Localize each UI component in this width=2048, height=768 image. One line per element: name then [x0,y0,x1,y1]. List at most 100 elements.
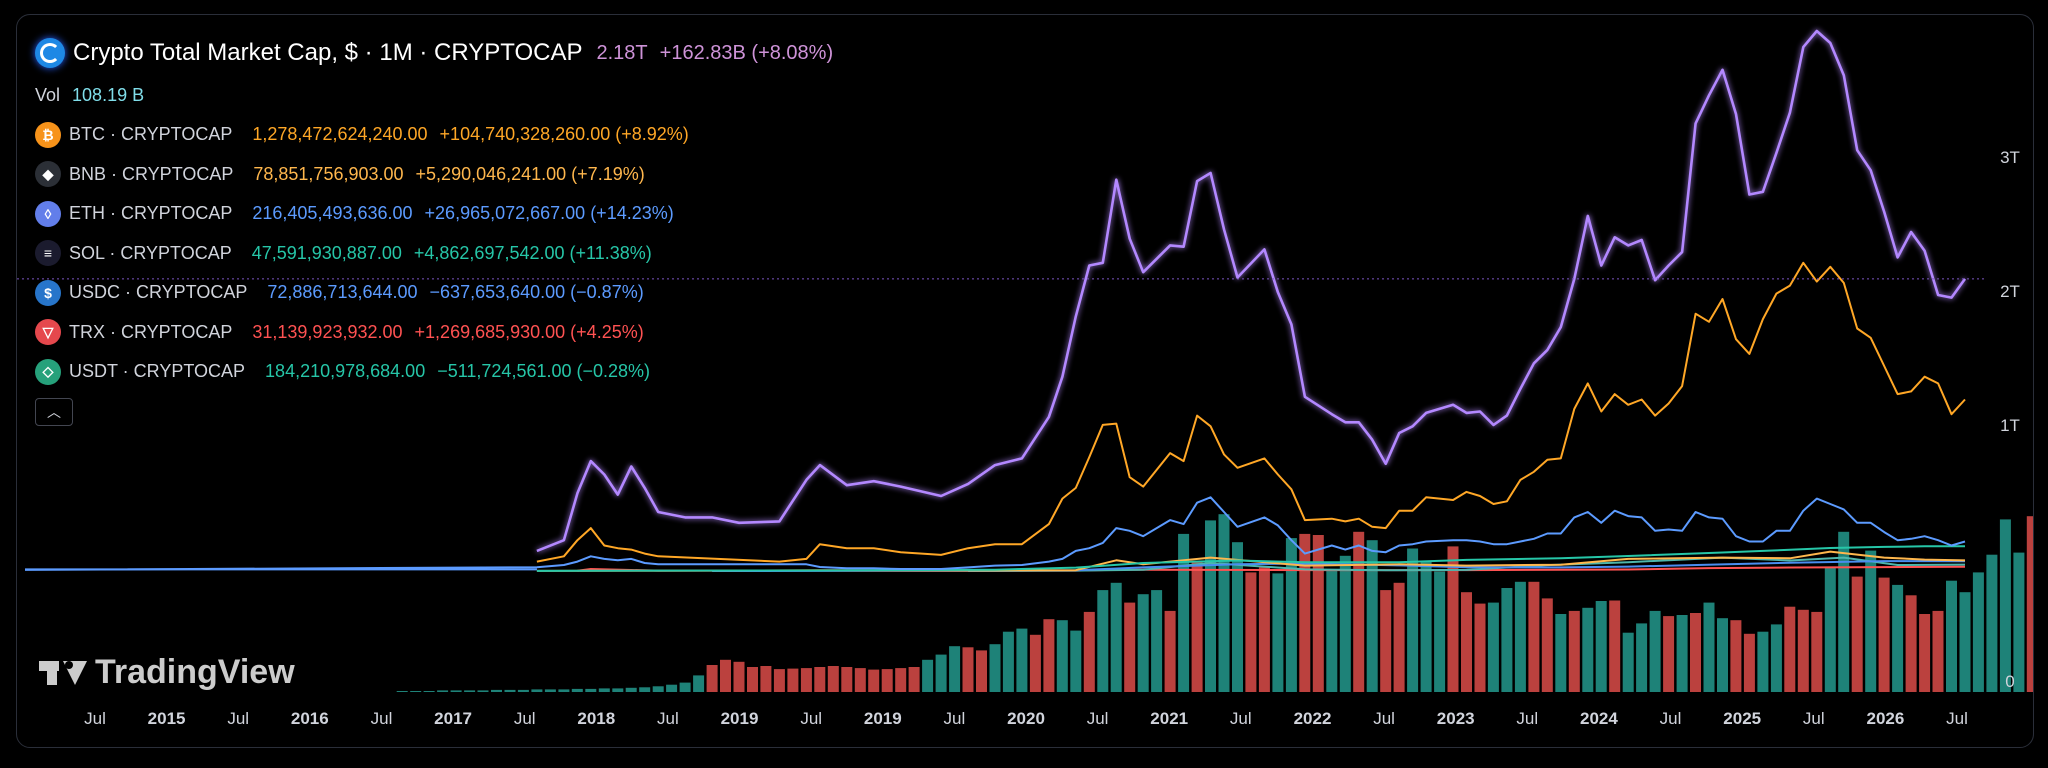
x-tick-label: Jul [371,709,393,728]
volume-bar [1326,569,1338,692]
volume-bar [989,644,1001,692]
series-line-usdt [536,545,1965,572]
volume-bar [1083,611,1095,692]
x-tick-label: 2024 [1580,709,1618,728]
x-tick-label: Jul [657,709,679,728]
volume-bar [1999,519,2011,692]
legend-row-eth[interactable]: ◊ ETH · CRYPTOCAP 216,405,493,636.00 +26,96… [35,194,833,234]
x-tick-label: 2019 [721,709,759,728]
volume-bar [1636,623,1648,692]
symbol-name: BTC · CRYPTOCAP [69,124,233,145]
volume-bar [827,666,839,692]
price-axis[interactable]: 0 1T 2T 3T [2000,148,2020,691]
x-tick-label: Jul [1373,709,1395,728]
volume-bar [962,647,974,692]
volume-bar [1663,616,1675,692]
last-value: 2.18T [596,41,648,64]
volume-bar [1137,594,1149,692]
symbol-name: SOL · CRYPTOCAP [69,242,232,263]
legend-row-usdc[interactable]: $ USDC · CRYPTOCAP 72,886,713,644.00 −637,6… [35,273,833,313]
series-line-total [536,29,1967,553]
x-tick-label: 2018 [577,709,615,728]
legend-header[interactable]: Crypto Total Market Cap, $ · 1M · CRYPTO… [35,33,833,73]
volume-bar [1285,538,1297,692]
x-tick-label: Jul [800,709,822,728]
volume-bar [1865,550,1877,692]
volume-bar [1892,584,1904,692]
crypto-cap-logo-icon [35,38,65,68]
symbol-change: −511,724,561.00 (−0.28%) [437,361,651,382]
volume-bar [841,667,853,692]
volume-bar [1905,595,1917,692]
legend: Crypto Total Market Cap, $ · 1M · CRYPTO… [35,33,833,426]
volume-bar [1717,618,1728,692]
symbol-name: USDT · CRYPTOCAP [69,361,246,382]
symbol-name: ETH · CRYPTOCAP [69,203,233,224]
volume-bar [1002,631,1014,692]
volume-bar [423,691,435,692]
tradingview-wordmark: TradingView [95,653,295,691]
volume-bar [1218,514,1230,692]
volume-bar [1703,602,1715,692]
volume-bar [1056,620,1068,692]
volume-bar [1690,613,1701,692]
usdc-icon: $ [35,279,61,306]
volume-bar [1312,535,1324,692]
volume-bar [1258,567,1270,692]
volume-bar [935,654,947,692]
legend-row-sol[interactable]: ≡ SOL · CRYPTOCAP 47,591,930,887.00 +4,862,… [35,234,833,274]
volume-bar [1420,562,1432,692]
volume-bar [464,690,476,692]
volume-bar [1029,634,1041,692]
volume-bar [773,669,785,692]
time-axis[interactable]: Jul 2015 Jul 2016 Jul 2017 Jul 2018 Jul 2019 Jul 20… [84,709,1968,728]
volume-bar [1178,533,1190,692]
y-tick-label: 3T [2000,148,2020,167]
volume-bar [531,689,543,692]
legend-row-trx[interactable]: ▽ TRX · CRYPTOCAP 31,139,923,932.00 +1,269,… [35,313,833,353]
price-chart[interactable]: 0 1T 2T 3T Jul 2015 Jul 2016 Jul 2017 Jul 2018 Jul 2… [17,15,2033,747]
legend-row-bnb[interactable]: ◆ BNB · CRYPTOCAP 78,851,756,903.00 +5,290,… [35,155,833,195]
collapse-legend-button[interactable]: ︿ [35,397,73,426]
x-tick-label: 2017 [434,709,472,728]
x-tick-label: 2021 [1150,709,1188,728]
volume-bar [1838,531,1850,692]
tradingview-mark-icon [39,659,87,687]
volume-bar [1407,548,1419,692]
x-tick-label: Jul [1946,709,1968,728]
volume-bar [585,688,597,692]
series-line-usdc [712,560,1966,572]
volume-bar [491,689,502,692]
volume-bar [477,690,489,692]
chart-panel[interactable]: 0 1T 2T 3T Jul 2015 Jul 2016 Jul 2017 Jul 2018 Jul 2… [16,14,2034,748]
volume-bar [1380,590,1392,692]
y-tick-label: 2T [2000,282,2020,301]
volume-bar [1501,588,1513,692]
volume-bar [800,668,812,692]
symbol-value: 1,278,472,624,240.00 [252,124,428,145]
x-tick-label: Jul [1087,709,1109,728]
volume-bar [1919,614,1931,692]
volume-bar [1272,573,1284,692]
tether-icon: ◇ [35,358,61,385]
x-tick-label: Jul [1516,709,1538,728]
legend-row-usdt[interactable]: ◇ USDT · CRYPTOCAP 184,210,978,684.00 −511,… [35,352,833,392]
volume-bar [598,688,610,692]
volume-bar [396,691,408,692]
symbol-value: 184,210,978,684.00 [265,361,426,382]
symbol-name: TRX · CRYPTOCAP [69,321,233,342]
tradingview-logo[interactable]: TradingView [39,653,295,692]
volume-bar [1245,572,1257,692]
volume-bar [760,666,772,692]
x-tick-label: 2016 [291,709,329,728]
volume-bar [1770,624,1782,692]
volume-legend[interactable]: Vol 108.19 B [35,75,833,115]
volume-bar [1528,581,1540,692]
legend-row-btc[interactable]: ₿ BTC · CRYPTOCAP 1,278,472,624,240.00 +104… [35,115,833,155]
volume-bar [1124,602,1136,692]
volume-bar [1784,606,1796,692]
volume-bar [881,669,893,692]
volume-bar [1743,633,1755,692]
volume-bar [1622,632,1634,692]
symbol-change: +26,965,072,667.00 (+14.23%) [424,203,674,224]
